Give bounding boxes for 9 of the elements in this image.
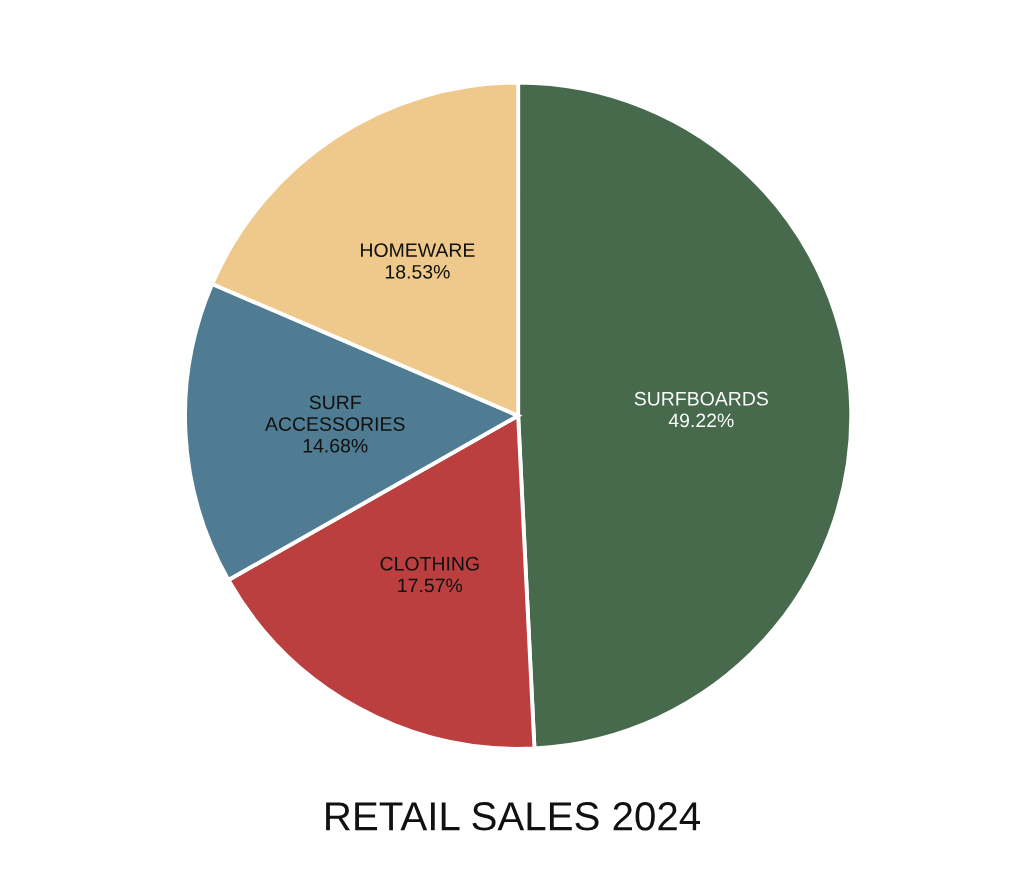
data-label: 17.57%: [398, 578, 463, 593]
text: RETAIL SALES 2024: [326, 802, 701, 831]
slice-label: HOMEWARE: [361, 243, 475, 258]
slice-label: CLOTHING: [380, 556, 479, 571]
data-label: 18.53%: [385, 264, 450, 279]
data-label: 49.22%: [668, 413, 734, 428]
data-label: 14.68%: [303, 438, 368, 453]
slice-label: SURFBOARDS: [634, 391, 768, 406]
slice-label: SURF ACCESSORIES: [265, 395, 405, 431]
